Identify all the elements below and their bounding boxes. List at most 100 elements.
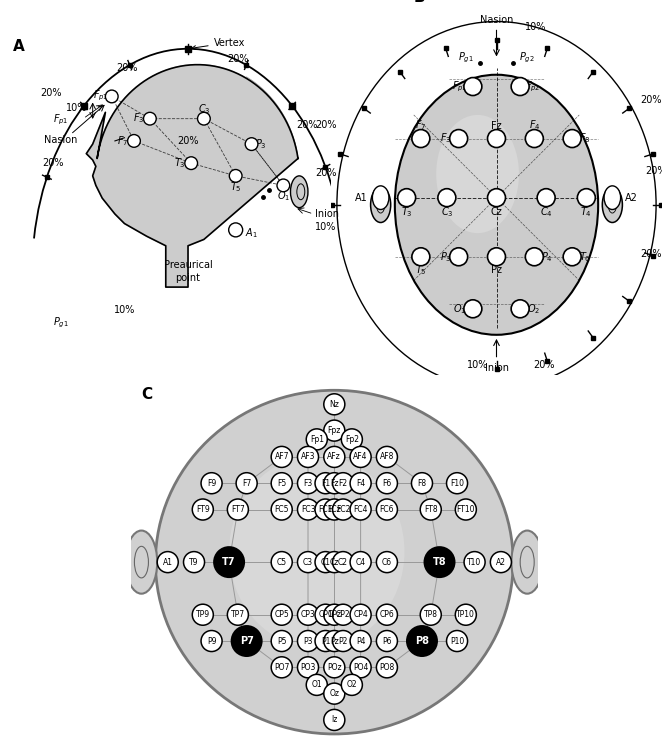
Circle shape — [227, 499, 248, 520]
Circle shape — [447, 473, 467, 494]
Text: A2: A2 — [625, 193, 638, 203]
Text: F8: F8 — [418, 479, 426, 488]
Text: Cz: Cz — [330, 558, 339, 566]
Text: A1: A1 — [163, 558, 173, 566]
Text: FC1: FC1 — [318, 505, 333, 514]
Circle shape — [377, 630, 397, 651]
Text: TP10: TP10 — [456, 610, 475, 619]
Text: 20%: 20% — [177, 136, 199, 146]
Text: $O_2$: $O_2$ — [526, 302, 540, 316]
Ellipse shape — [229, 455, 404, 648]
Text: 20%: 20% — [42, 158, 64, 168]
Circle shape — [324, 473, 345, 494]
Circle shape — [183, 552, 205, 572]
Text: PO4: PO4 — [353, 663, 368, 672]
Circle shape — [398, 189, 416, 207]
Circle shape — [324, 394, 345, 415]
Text: C3: C3 — [303, 558, 313, 566]
Text: $O_1$: $O_1$ — [453, 302, 467, 316]
Text: Fz: Fz — [491, 120, 502, 131]
Circle shape — [271, 499, 292, 520]
Text: A: A — [13, 39, 25, 54]
Text: $F_7$: $F_7$ — [117, 134, 128, 148]
Text: $P_4$: $P_4$ — [542, 250, 553, 264]
Text: Iz: Iz — [331, 715, 338, 724]
Circle shape — [464, 77, 482, 96]
Text: FC3: FC3 — [301, 505, 315, 514]
Circle shape — [342, 675, 362, 696]
Circle shape — [487, 129, 506, 147]
Circle shape — [425, 547, 454, 577]
Circle shape — [455, 499, 477, 520]
Circle shape — [201, 473, 222, 494]
Text: $F_8$: $F_8$ — [579, 132, 591, 145]
Text: Nasion: Nasion — [480, 15, 513, 25]
Text: F10: F10 — [450, 479, 464, 488]
Text: 20%: 20% — [40, 89, 62, 99]
Text: FT10: FT10 — [457, 505, 475, 514]
Circle shape — [511, 300, 529, 318]
Text: F5: F5 — [277, 479, 287, 488]
Circle shape — [332, 604, 354, 625]
Circle shape — [201, 630, 222, 651]
Text: A2: A2 — [496, 558, 506, 566]
Ellipse shape — [602, 187, 622, 223]
Circle shape — [227, 604, 248, 625]
Circle shape — [455, 604, 477, 625]
Circle shape — [297, 604, 318, 625]
Text: T8: T8 — [433, 557, 446, 567]
Text: $F_{p2}$: $F_{p2}$ — [526, 80, 541, 94]
Ellipse shape — [395, 74, 598, 335]
Text: C5: C5 — [277, 558, 287, 566]
Circle shape — [412, 473, 432, 494]
Circle shape — [526, 129, 544, 147]
Text: T7: T7 — [222, 557, 236, 567]
Text: PO8: PO8 — [379, 663, 395, 672]
Text: Preaurical: Preaurical — [164, 260, 213, 270]
Text: 10%: 10% — [467, 360, 489, 370]
Circle shape — [315, 499, 336, 520]
Text: $P_{g2}$: $P_{g2}$ — [520, 51, 535, 65]
Text: $T_4$: $T_4$ — [581, 205, 592, 219]
Text: B: B — [414, 0, 426, 5]
Circle shape — [297, 630, 318, 651]
Circle shape — [229, 169, 242, 182]
Text: $P_{g1}$: $P_{g1}$ — [53, 316, 69, 330]
Polygon shape — [86, 65, 298, 287]
Circle shape — [487, 189, 506, 207]
Text: P10: P10 — [450, 636, 464, 645]
Text: CP2: CP2 — [336, 610, 350, 619]
Circle shape — [464, 552, 485, 572]
Ellipse shape — [436, 115, 519, 233]
Circle shape — [324, 709, 345, 730]
Text: C6: C6 — [382, 558, 392, 566]
Circle shape — [563, 248, 581, 265]
Text: P4: P4 — [356, 636, 365, 645]
Circle shape — [324, 499, 345, 520]
Circle shape — [420, 499, 442, 520]
Text: C: C — [142, 387, 152, 402]
Text: $F_3$: $F_3$ — [440, 132, 451, 145]
Circle shape — [271, 473, 292, 494]
Circle shape — [324, 604, 345, 625]
Circle shape — [232, 626, 261, 656]
Text: Inion: Inion — [315, 209, 339, 219]
Text: F3: F3 — [303, 479, 312, 488]
Text: TP8: TP8 — [424, 610, 438, 619]
Text: Cz: Cz — [491, 207, 502, 217]
Text: $F_{p1}$: $F_{p1}$ — [93, 89, 109, 103]
Text: C4: C4 — [355, 558, 365, 566]
Circle shape — [315, 473, 336, 494]
Circle shape — [315, 630, 336, 651]
Text: F1: F1 — [321, 479, 330, 488]
Circle shape — [377, 552, 397, 572]
Text: FT7: FT7 — [231, 505, 245, 514]
Circle shape — [271, 604, 292, 625]
Text: Pz: Pz — [330, 636, 339, 645]
Ellipse shape — [371, 187, 391, 223]
Circle shape — [464, 300, 482, 318]
Text: CP1: CP1 — [318, 610, 333, 619]
Text: $C_3$: $C_3$ — [198, 102, 210, 116]
Circle shape — [377, 656, 397, 678]
Text: FC4: FC4 — [354, 505, 368, 514]
